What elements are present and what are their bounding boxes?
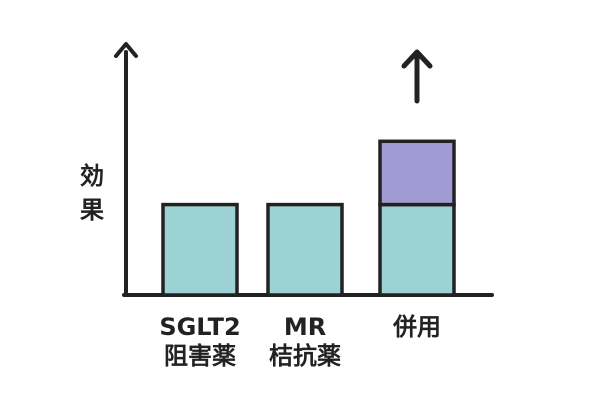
bar-3-segment-2 [378, 139, 456, 207]
bar-1-segment-1 [161, 202, 239, 297]
y-axis-label-char-2: 果 [80, 196, 104, 224]
category-label-2-line-1: MR [284, 313, 326, 341]
up-arrow-icon [401, 49, 433, 104]
bar-2-segment-1 [266, 202, 344, 297]
y-axis-label-char-1: 効 [80, 162, 104, 190]
category-label-1-line-1: SGLT2 [159, 313, 240, 341]
category-label-2-line-2: 桔抗薬 [269, 342, 341, 370]
category-label-3-line-1: 併用 [392, 313, 441, 341]
bars-group [161, 139, 456, 297]
y-axis-arrowhead [114, 42, 138, 58]
bar-3-segment-1 [378, 202, 456, 297]
category-label-1-line-2: 阻害薬 [164, 342, 236, 370]
